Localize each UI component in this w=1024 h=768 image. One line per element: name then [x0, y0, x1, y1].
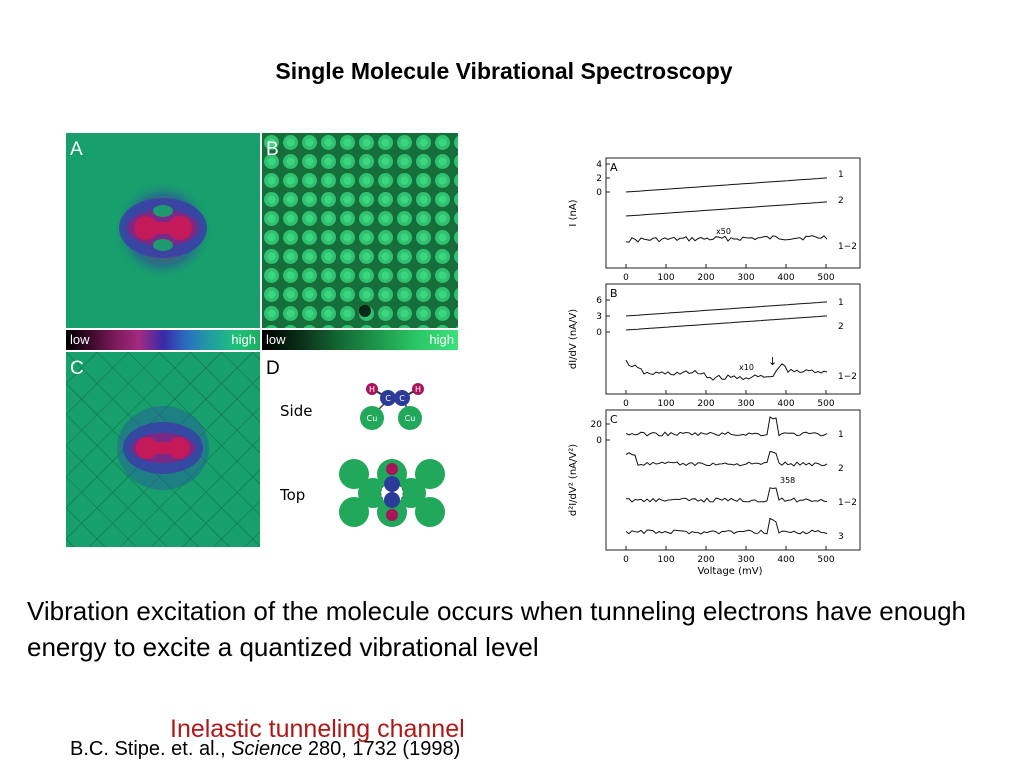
- spectra-trace-2-1: [625, 450, 828, 467]
- spectra-xtick-2-0: 0: [623, 555, 629, 565]
- citation-journal: Science: [231, 738, 303, 760]
- spectra-trace-label-1-1: 2: [838, 322, 844, 332]
- citation: B.C. Stipe. et. al., Science 280, 1732 (…: [70, 738, 460, 761]
- spectra-trace-label-0-2: 1−2: [838, 242, 857, 252]
- spectra-trace-2-0: [625, 416, 828, 437]
- spectra-trace-1-1: [625, 315, 828, 331]
- spectra-ytick-0-1: 2: [596, 174, 602, 184]
- colorbar-b-low: low: [266, 332, 286, 347]
- spectra-xlabel: Voltage (mV): [697, 566, 762, 577]
- spectra-frame-2: [605, 409, 861, 551]
- spectra-ytick-0-2: 0: [596, 188, 602, 198]
- spectra-trace-label-2-1: 2: [838, 464, 844, 474]
- spectra-arrow: ↓: [768, 355, 777, 368]
- spectra-trace-2-2: [625, 487, 828, 503]
- colorbar-a-high: high: [231, 332, 256, 347]
- spectra-xtick-0-2: 200: [697, 273, 714, 283]
- spectra-trace-0-2: [625, 235, 828, 243]
- spectra-xtick-2-2: 200: [697, 555, 714, 565]
- spectra-xtick-1-4: 400: [777, 399, 794, 409]
- spectra-xtick-2-1: 100: [657, 555, 674, 565]
- spectra-panel-label-2: C: [610, 413, 618, 426]
- stm-panel-a: A: [66, 133, 260, 328]
- h-atom-label-right: H: [415, 385, 421, 394]
- spectra-panel-label-1: B: [610, 287, 618, 300]
- spectra-ytick-1-1: 3: [596, 312, 602, 322]
- top-view-label: Top: [279, 486, 305, 504]
- side-view-label: Side: [280, 402, 312, 420]
- spectra-xtick-1-5: 500: [817, 399, 834, 409]
- spectra-xtick-0-5: 500: [817, 273, 834, 283]
- spectra-trace-label-2-2: 1−2: [838, 498, 857, 508]
- panel-label-c: C: [70, 358, 84, 379]
- spectra-ytick-1-2: 0: [596, 328, 602, 338]
- side-view-molecule: H H C C Cu Cu: [360, 383, 424, 430]
- spectra-ylabel-1: dI/dV (nA/V): [568, 309, 579, 369]
- colorbar-b: low high: [262, 330, 458, 350]
- spectra-trace-label-1-2: 1−2: [838, 372, 857, 382]
- panel-label-d: D: [266, 358, 280, 379]
- slide-title: Single Molecule Vibrational Spectroscopy: [275, 58, 733, 84]
- spectra-trace-label-1-0: 1: [838, 298, 844, 308]
- citation-authors: B.C. Stipe. et. al.,: [70, 738, 232, 760]
- spectra-ytick-1-0: 6: [596, 296, 602, 306]
- top-view-molecule: [339, 459, 445, 527]
- spectra-trace-label-0-1: 2: [838, 196, 844, 206]
- body-text: Vibration excitation of the molecule occ…: [27, 596, 967, 662]
- adsorption-diagram: Side Top H H C C Cu Cu: [279, 383, 445, 527]
- citation-ref: 280, 1732 (1998): [302, 738, 461, 760]
- spectra-ytick-0-0: 4: [596, 160, 602, 170]
- cu-atom-label-right: Cu: [405, 414, 416, 423]
- spectra-trace-0-1: [625, 201, 828, 217]
- spectra-xtick-0-1: 100: [657, 273, 674, 283]
- h-atom-label-left: H: [369, 385, 375, 394]
- spectra-trace-label-2-3: 3: [838, 532, 844, 542]
- colorbar-a: low high: [66, 330, 260, 350]
- spectra-trace-1-2: [625, 359, 828, 381]
- spectra-xtick-1-0: 0: [623, 399, 629, 409]
- spectra-xtick-0-3: 300: [737, 273, 754, 283]
- spectra-xtick-2-5: 500: [817, 555, 834, 565]
- stm-panel-c: C: [66, 352, 260, 547]
- spectra-xtick-1-3: 300: [737, 399, 754, 409]
- c-atom-label-right: C: [399, 394, 405, 403]
- spectra-trace-1-0: [625, 301, 828, 317]
- spectra-xtick-0-4: 400: [777, 273, 794, 283]
- spectra-ylabel-0: I (nA): [568, 199, 579, 226]
- cu-atom-label-left: Cu: [367, 414, 378, 423]
- molecule-image-a: [113, 180, 213, 280]
- spectra-xtick-1-1: 100: [657, 399, 674, 409]
- diagram-panel-d: D Side Top H H C C Cu Cu: [262, 352, 458, 547]
- spectra-trace-label-2-0: 1: [838, 430, 844, 440]
- spectra-trace-2-3: [625, 517, 828, 535]
- spectra-trace-label-0-0: 1: [838, 170, 844, 180]
- lattice-image-b: [262, 133, 458, 328]
- spectra-xtick-1-2: 200: [697, 399, 714, 409]
- stm-panel-b: B: [262, 133, 458, 328]
- spectra-panel-label-0: A: [610, 161, 618, 174]
- spectra-xtick-0-0: 0: [623, 273, 629, 283]
- spectra-ytick-2-1: 0: [596, 436, 602, 446]
- spectra-frame-0: [605, 157, 861, 269]
- molecule-image-c: [66, 352, 260, 547]
- spectra-ytick-2-0: 20: [591, 420, 603, 430]
- panel-label-b: B: [266, 139, 279, 160]
- spectra-ylabel-2: d²I/dV² (nA/V²): [568, 444, 579, 516]
- colorbar-a-low: low: [70, 332, 90, 347]
- inelastic-channel-label: Inelastic tunneling channel: [170, 715, 465, 743]
- panel-label-a: A: [70, 139, 83, 160]
- spectra-frame-1: [605, 283, 861, 395]
- spectra-xtick-2-4: 400: [777, 555, 794, 565]
- spectra-trace-0-0: [625, 177, 828, 193]
- c-atom-label-left: C: [385, 394, 391, 403]
- spectra-annotation-x10: x10: [739, 363, 754, 372]
- spectra-annotation-x50: x50: [716, 227, 731, 236]
- spectra-peak-label: 358: [780, 476, 795, 485]
- spectra-xtick-2-3: 300: [737, 555, 754, 565]
- colorbar-b-high: high: [429, 332, 454, 347]
